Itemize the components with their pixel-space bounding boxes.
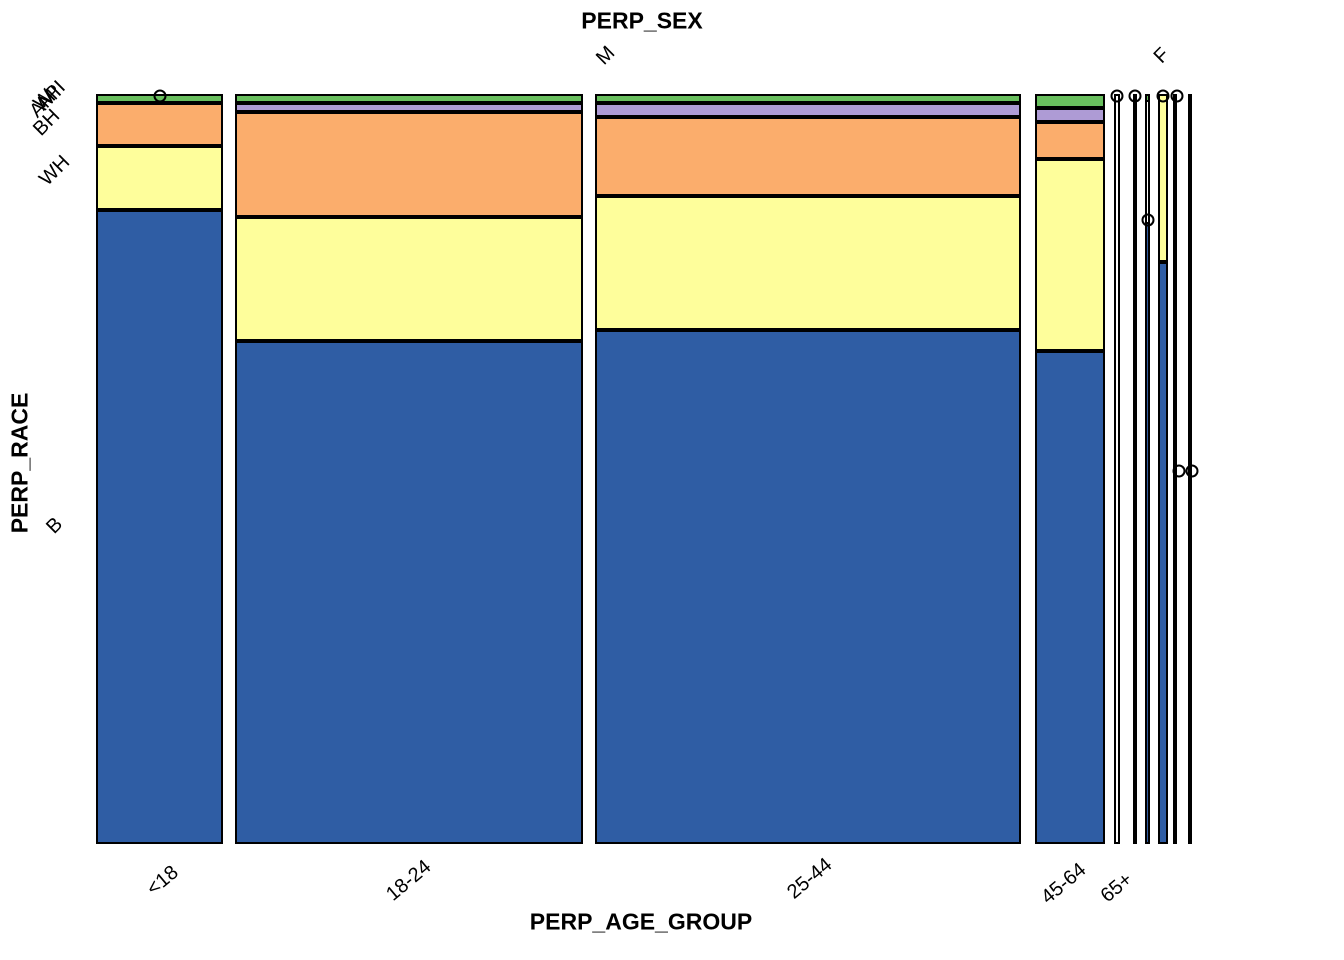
mosaic-segment-BH [235, 112, 583, 217]
y-axis-title: PERP_RACE [6, 392, 33, 534]
sex-group-label-F: F [1149, 43, 1174, 68]
x-tick-label-45-64: 45-64 [1037, 858, 1091, 909]
zero-cell-marker [153, 89, 167, 103]
mosaic-segment-AMI [1145, 94, 1150, 102]
mosaic-segment-B [595, 330, 1021, 844]
mosaic-column-M-65+ [1114, 94, 1120, 844]
mosaic-segment-B [1158, 262, 1168, 844]
plot-title: PERP_SEX [581, 7, 703, 34]
zero-cell-marker [1172, 464, 1186, 478]
mosaic-segment-WH [1158, 94, 1168, 262]
zero-cell-marker [1170, 89, 1184, 103]
zero-cell-marker [1110, 89, 1124, 103]
mosaic-segment-B [1145, 222, 1150, 844]
zero-cell-marker [1185, 464, 1199, 478]
mosaic-segment-API [235, 103, 583, 112]
mosaic-segment-WH [96, 146, 223, 210]
mosaic-column-F-<18 [1133, 94, 1137, 844]
mosaic-segment-B [1035, 351, 1105, 844]
mosaic-segment-AMI [235, 94, 583, 103]
x-tick-label-18-24: 18-24 [382, 855, 436, 906]
mosaic-segment-BH [96, 103, 223, 146]
y-tick-label-WH: WH [35, 151, 75, 191]
mosaic-segment-WH [1035, 159, 1105, 351]
x-axis-title: PERP_AGE_GROUP [529, 908, 753, 935]
mosaic-segment-B [235, 341, 583, 844]
x-tick-label-65+: 65+ [1096, 868, 1137, 907]
mosaic-segment-AMI [1035, 94, 1105, 108]
mosaic-segment-BH [595, 117, 1021, 196]
x-tick-label-25-44: 25-44 [783, 853, 837, 904]
sex-group-label-M: M [591, 41, 620, 70]
zero-cell-marker [1156, 89, 1170, 103]
mosaic-segment-WH [595, 196, 1021, 330]
mosaic-segment-AMI [595, 94, 1021, 103]
zero-cell-marker [1128, 89, 1142, 103]
mosaic-segment-WH [235, 217, 583, 341]
mosaic-segment-API [595, 103, 1021, 117]
zero-cell-marker [1141, 213, 1155, 227]
mosaic-segment-B [96, 210, 223, 844]
y-tick-label-B: B [42, 513, 68, 539]
mosaic-segment-BH [1035, 122, 1105, 159]
x-tick-label-<18: <18 [142, 861, 183, 900]
mosaic-segment-API [1035, 108, 1105, 122]
